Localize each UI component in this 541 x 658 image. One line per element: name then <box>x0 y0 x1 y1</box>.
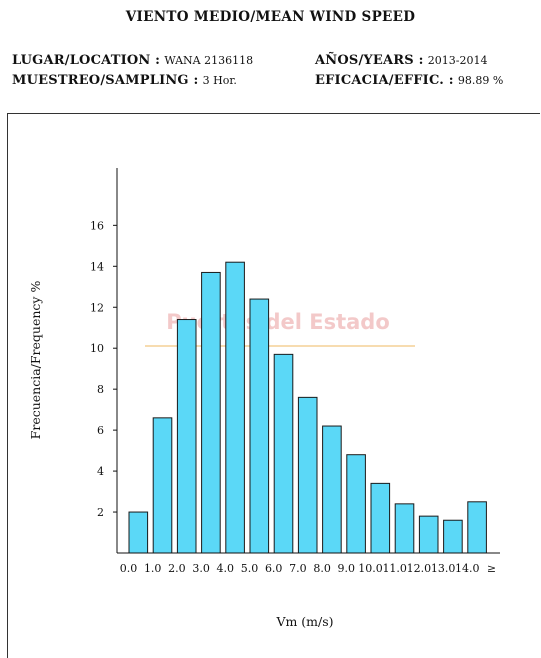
years-value: 2013-2014 <box>427 54 488 67</box>
x-tick-label: 10.0 <box>358 562 383 575</box>
y-tick-label: 14 <box>90 260 104 273</box>
bar-0.0 <box>128 511 149 554</box>
y-tick-label: 6 <box>97 424 104 437</box>
years-label: AÑOS/YEARS : <box>315 53 424 68</box>
x-axis-label: Vm (m/s) <box>275 614 333 629</box>
x-tick-label: 2.0 <box>168 562 186 575</box>
x-tick-label: 11.0 <box>382 562 407 575</box>
chart-frame <box>7 113 540 658</box>
y-axis-label: Frecuencia/Frequency % <box>28 281 43 440</box>
bar-13.0 <box>443 519 463 554</box>
bar-7.0 <box>297 396 318 554</box>
years-line: AÑOS/YEARS : 2013-2014 <box>315 53 487 68</box>
location-line: LUGAR/LOCATION : WANA 2136118 <box>12 53 253 68</box>
x-tick-label: 8.0 <box>313 562 331 575</box>
y-tick-label: 2 <box>97 506 104 519</box>
bar-5.0 <box>249 298 270 554</box>
bar-6.0 <box>273 353 294 554</box>
efficiency-label: EFICACIA/EFFIC. : <box>315 73 454 88</box>
x-tick-label: 7.0 <box>289 562 307 575</box>
bar-14.0 <box>467 501 487 554</box>
x-tick-label: ≥ <box>487 562 496 575</box>
bar-10.0 <box>370 482 391 554</box>
x-tick-label: 12.0 <box>407 562 432 575</box>
efficiency-value: 98.89 % <box>457 74 504 87</box>
bar-4.0 <box>225 261 245 554</box>
y-tick-label: 10 <box>90 342 104 355</box>
x-tick-label: 13.0 <box>431 562 456 575</box>
location-value: WANA 2136118 <box>164 54 254 67</box>
bar-11.0 <box>394 503 415 554</box>
bar-3.0 <box>201 271 221 554</box>
x-tick-label: 14.0 <box>455 562 480 575</box>
chart-title: VIENTO MEDIO/MEAN WIND SPEED <box>125 9 416 25</box>
bar-12.0 <box>418 515 439 554</box>
y-tick-label: 4 <box>97 465 104 478</box>
y-tick-label: 16 <box>90 219 104 232</box>
x-tick-label: 0.0 <box>120 562 138 575</box>
bar-1.0 <box>152 417 173 554</box>
x-tick-label: 5.0 <box>241 562 259 575</box>
x-tick-label: 6.0 <box>265 562 283 575</box>
efficiency-line: EFICACIA/EFFIC. : 98.89 % <box>315 73 503 88</box>
bar-2.0 <box>176 319 197 554</box>
x-tick-label: 9.0 <box>338 562 356 575</box>
watermark-text: Puertos del Estado <box>166 310 390 334</box>
x-tick-label: 1.0 <box>144 562 162 575</box>
sampling-label: MUESTREO/SAMPLING : <box>12 73 199 88</box>
location-label: LUGAR/LOCATION : <box>12 53 161 68</box>
bar-8.0 <box>322 425 342 554</box>
sampling-value: 3 Hor. <box>202 74 237 87</box>
y-tick-label: 12 <box>90 301 104 314</box>
x-tick-label: 4.0 <box>217 562 235 575</box>
x-tick-label: 3.0 <box>192 562 210 575</box>
y-tick-label: 8 <box>97 383 104 396</box>
bar-9.0 <box>346 454 366 554</box>
sampling-line: MUESTREO/SAMPLING : 3 Hor. <box>12 73 237 88</box>
